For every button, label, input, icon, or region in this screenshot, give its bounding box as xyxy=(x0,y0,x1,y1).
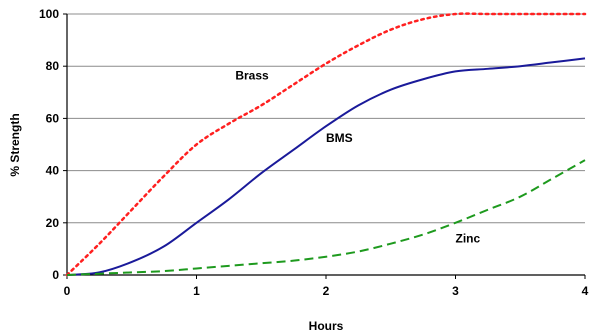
series-label-bms: BMS xyxy=(326,131,353,145)
series-label-brass: Brass xyxy=(235,68,269,82)
y-tick-label-80: 80 xyxy=(46,59,60,73)
series-label-zinc: Zinc xyxy=(456,231,481,245)
axes xyxy=(63,13,586,279)
x-tick-label-0: 0 xyxy=(64,284,71,298)
y-tick-label-0: 0 xyxy=(52,268,59,282)
x-tick-label-4: 4 xyxy=(582,284,589,298)
tick-labels: 0 20 40 60 80 100 0 1 2 3 4 xyxy=(39,7,589,298)
y-tick-label-60: 60 xyxy=(46,111,60,125)
y-tick-label-20: 20 xyxy=(46,216,60,230)
x-tick-label-1: 1 xyxy=(193,284,200,298)
y-axis-title: % Strength xyxy=(8,113,22,176)
series-line-zinc xyxy=(66,159,586,276)
series-line-bms xyxy=(66,57,586,276)
x-tick-label-2: 2 xyxy=(323,284,330,298)
grid-lines xyxy=(67,13,585,224)
series-labels: Brass BMS Zinc xyxy=(235,68,480,245)
series-lines xyxy=(65,12,587,277)
x-tick-label-3: 3 xyxy=(452,284,459,298)
y-tick-label-100: 100 xyxy=(39,7,59,21)
series-line-brass xyxy=(65,12,587,277)
y-tick-label-40: 40 xyxy=(46,164,60,178)
x-axis-title: Hours xyxy=(309,319,344,333)
